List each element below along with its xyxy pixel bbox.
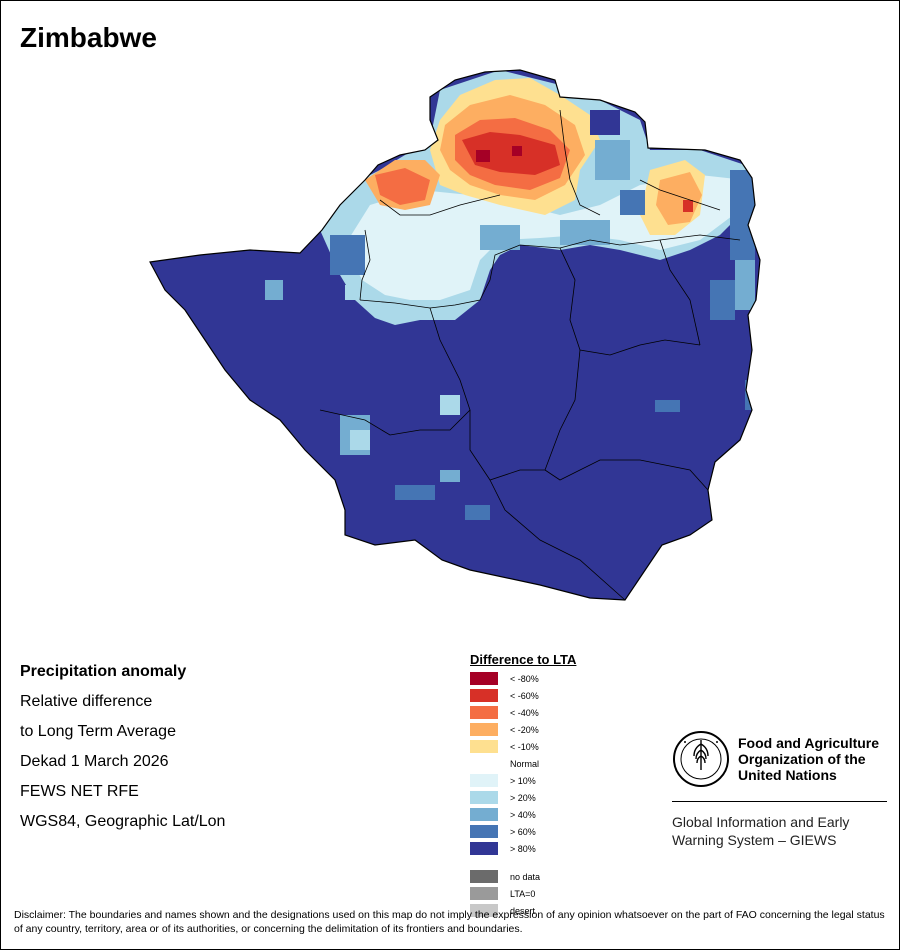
legend-swatch	[470, 774, 498, 787]
legend-swatch	[470, 791, 498, 804]
info-line1: Relative difference	[20, 693, 153, 710]
anomaly-map	[149, 69, 761, 601]
legend-swatch	[470, 825, 498, 838]
legend-label: > 60%	[510, 826, 536, 837]
legend-swatch	[470, 904, 498, 917]
legend-item: LTA=0	[470, 885, 576, 902]
legend-label: < -60%	[510, 690, 539, 701]
anomaly-raster	[150, 70, 760, 600]
legend-label: > 40%	[510, 809, 536, 820]
legend-label: no data	[510, 871, 541, 882]
info-projection: WGS84, Geographic Lat/Lon	[20, 813, 226, 830]
legend-item: < -40%	[470, 704, 576, 721]
fao-logo-icon	[673, 731, 729, 787]
province-boundaries	[319, 109, 741, 601]
legend-item: < -20%	[470, 721, 576, 738]
legend-label: < -10%	[510, 741, 539, 752]
legend-label: < -20%	[510, 724, 539, 735]
legend-label: desert	[510, 905, 536, 916]
legend-item: < -10%	[470, 738, 576, 755]
legend-swatch	[470, 757, 498, 770]
giews-name: Global Information and Early Warning Sys…	[672, 814, 850, 848]
legend-extra-items: no data LTA=0 desert	[470, 868, 576, 919]
legend-item: > 60%	[470, 823, 576, 840]
fao-divider	[672, 801, 887, 802]
info-period: Dekad 1 March 2026	[20, 753, 169, 770]
legend-item: > 10%	[470, 772, 576, 789]
info-line2: to Long Term Average	[20, 723, 176, 740]
legend-item: > 20%	[470, 789, 576, 806]
legend-item: > 80%	[470, 840, 576, 857]
legend-item: Normal	[470, 755, 576, 772]
legend-swatch	[470, 808, 498, 821]
legend: Difference to LTA < -80% < -60% < -40% < -2…	[470, 652, 576, 919]
legend-item: desert	[470, 902, 576, 919]
legend-item: < -80%	[470, 670, 576, 687]
map-info: Precipitation anomaly Relative differenc…	[20, 657, 225, 837]
legend-label: < -80%	[510, 673, 539, 684]
fao-org-name: Food and Agriculture Organization of the…	[738, 735, 880, 783]
legend-item: < -60%	[470, 687, 576, 704]
legend-label: > 10%	[510, 775, 536, 786]
legend-swatch	[470, 723, 498, 736]
legend-swatch	[470, 706, 498, 719]
country-border	[149, 69, 761, 601]
legend-swatch	[470, 672, 498, 685]
legend-label: Normal	[510, 758, 540, 769]
legend-swatch	[470, 842, 498, 855]
map-title: Zimbabwe	[20, 22, 157, 53]
legend-items: < -80% < -60% < -40% < -20% < -10% Normal > 10…	[470, 670, 576, 857]
legend-swatch	[470, 689, 498, 702]
legend-label: > 20%	[510, 792, 536, 803]
info-source: FEWS NET RFE	[20, 783, 139, 800]
legend-item: > 40%	[470, 806, 576, 823]
info-heading: Precipitation anomaly	[20, 663, 187, 680]
legend-item: no data	[470, 868, 576, 885]
disclaimer: Disclaimer: The boundaries and names sho…	[14, 909, 885, 935]
legend-label: < -40%	[510, 707, 539, 718]
legend-swatch	[470, 887, 498, 900]
legend-swatch	[470, 870, 498, 883]
legend-swatch	[470, 740, 498, 753]
legend-label: LTA=0	[510, 888, 536, 899]
legend-label: > 80%	[510, 843, 536, 854]
legend-title: Difference to LTA	[470, 652, 577, 667]
